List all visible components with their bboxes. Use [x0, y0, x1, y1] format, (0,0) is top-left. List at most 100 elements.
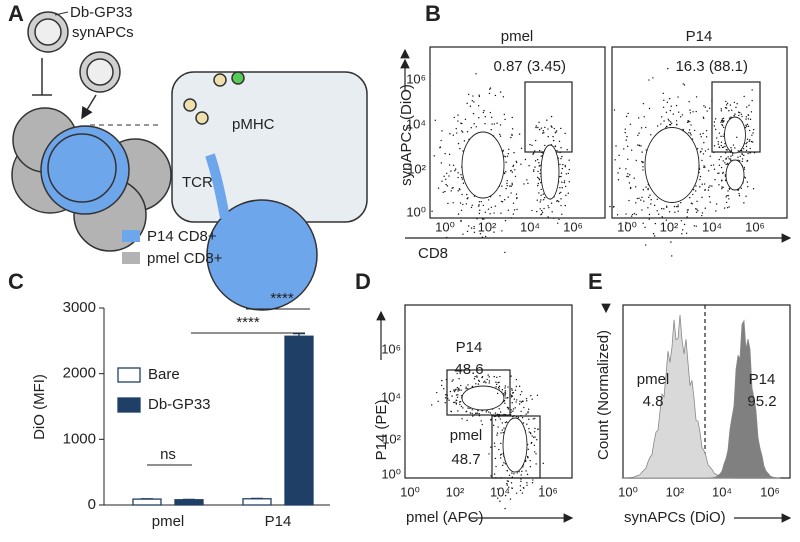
event-dot — [490, 446, 491, 447]
event-dot — [485, 382, 486, 383]
event-dot — [521, 471, 522, 472]
event-dot — [752, 141, 753, 142]
event-dot — [491, 123, 492, 124]
event-dot — [683, 83, 684, 84]
x-tick-label: 10⁴ — [490, 484, 510, 499]
event-dot — [626, 176, 627, 177]
event-dot — [475, 73, 476, 74]
event-dot — [613, 206, 614, 207]
event-dot — [714, 179, 715, 180]
event-dot — [677, 96, 678, 97]
event-dot — [738, 115, 739, 116]
event-dot — [565, 205, 566, 206]
event-dot — [738, 193, 739, 194]
gate-name: pmel — [450, 427, 483, 444]
event-dot — [682, 114, 683, 115]
event-dot — [511, 395, 512, 396]
event-dot — [465, 119, 466, 120]
event-dot — [473, 123, 474, 124]
event-dot — [746, 106, 747, 107]
event-dot — [731, 149, 732, 150]
y-tick-label: 1000 — [63, 430, 96, 447]
event-dot — [687, 209, 688, 210]
event-dot — [670, 241, 671, 242]
event-dot — [467, 231, 468, 232]
event-dot — [732, 154, 733, 155]
event-dot — [729, 158, 730, 159]
event-dot — [715, 129, 716, 130]
event-dot — [703, 105, 704, 106]
event-dot — [484, 123, 485, 124]
event-dot — [641, 209, 642, 210]
event-dot — [460, 385, 461, 386]
event-dot — [497, 382, 498, 383]
event-dot — [511, 396, 512, 397]
event-dot — [751, 134, 752, 135]
event-dot — [536, 439, 537, 440]
event-dot — [455, 168, 456, 169]
event-dot — [626, 139, 627, 140]
event-dot — [564, 133, 565, 134]
event-dot — [654, 235, 655, 236]
event-dot — [553, 218, 554, 219]
event-dot — [728, 195, 729, 196]
event-dot — [472, 415, 473, 416]
event-dot — [564, 180, 565, 181]
event-dot — [682, 229, 683, 230]
event-dot — [643, 103, 644, 104]
event-dot — [472, 409, 473, 410]
event-dot — [533, 152, 534, 153]
event-dot — [714, 145, 715, 146]
event-dot — [635, 202, 636, 203]
event-dot — [722, 125, 723, 126]
event-dot — [512, 410, 513, 411]
event-dot — [642, 166, 643, 167]
event-dot — [556, 150, 557, 151]
event-dot — [503, 96, 504, 97]
event-dot — [541, 210, 542, 211]
event-dot — [478, 383, 479, 384]
event-dot — [684, 224, 685, 225]
event-dot — [502, 429, 503, 430]
event-dot — [689, 129, 690, 130]
event-dot — [630, 188, 631, 189]
event-dot — [464, 140, 465, 141]
event-dot — [700, 151, 701, 152]
event-dot — [500, 212, 501, 213]
x-tick-label: P14 — [265, 513, 292, 530]
event-dot — [725, 101, 726, 102]
event-dot — [648, 197, 649, 198]
event-dot — [534, 428, 535, 429]
event-dot — [535, 463, 536, 464]
event-dot — [461, 418, 462, 419]
event-dot — [483, 382, 484, 383]
event-dot — [496, 377, 497, 378]
y-tick-label: 10⁶ — [406, 71, 426, 86]
event-dot — [726, 107, 727, 108]
event-dot — [504, 387, 505, 388]
event-dot — [489, 89, 490, 90]
event-dot — [496, 434, 497, 435]
event-dot — [522, 417, 523, 418]
event-dot — [479, 201, 480, 202]
event-dot — [534, 436, 535, 437]
event-dot — [669, 124, 670, 125]
event-dot — [510, 137, 511, 138]
event-dot — [504, 173, 505, 174]
event-dot — [649, 108, 650, 109]
event-dot — [681, 220, 682, 221]
tcr-label: TCR — [182, 174, 213, 191]
x-tick-label: pmel — [152, 513, 185, 530]
event-dot — [695, 208, 696, 209]
event-dot — [458, 190, 459, 191]
event-dot — [457, 390, 458, 391]
event-dot — [458, 143, 459, 144]
event-dot — [690, 124, 691, 125]
event-dot — [558, 201, 559, 202]
event-dot — [447, 203, 448, 204]
event-dot — [520, 394, 521, 395]
x-tick-label: 10⁰ — [617, 219, 637, 234]
event-dot — [467, 131, 468, 132]
event-dot — [455, 389, 456, 390]
event-dot — [498, 416, 499, 417]
